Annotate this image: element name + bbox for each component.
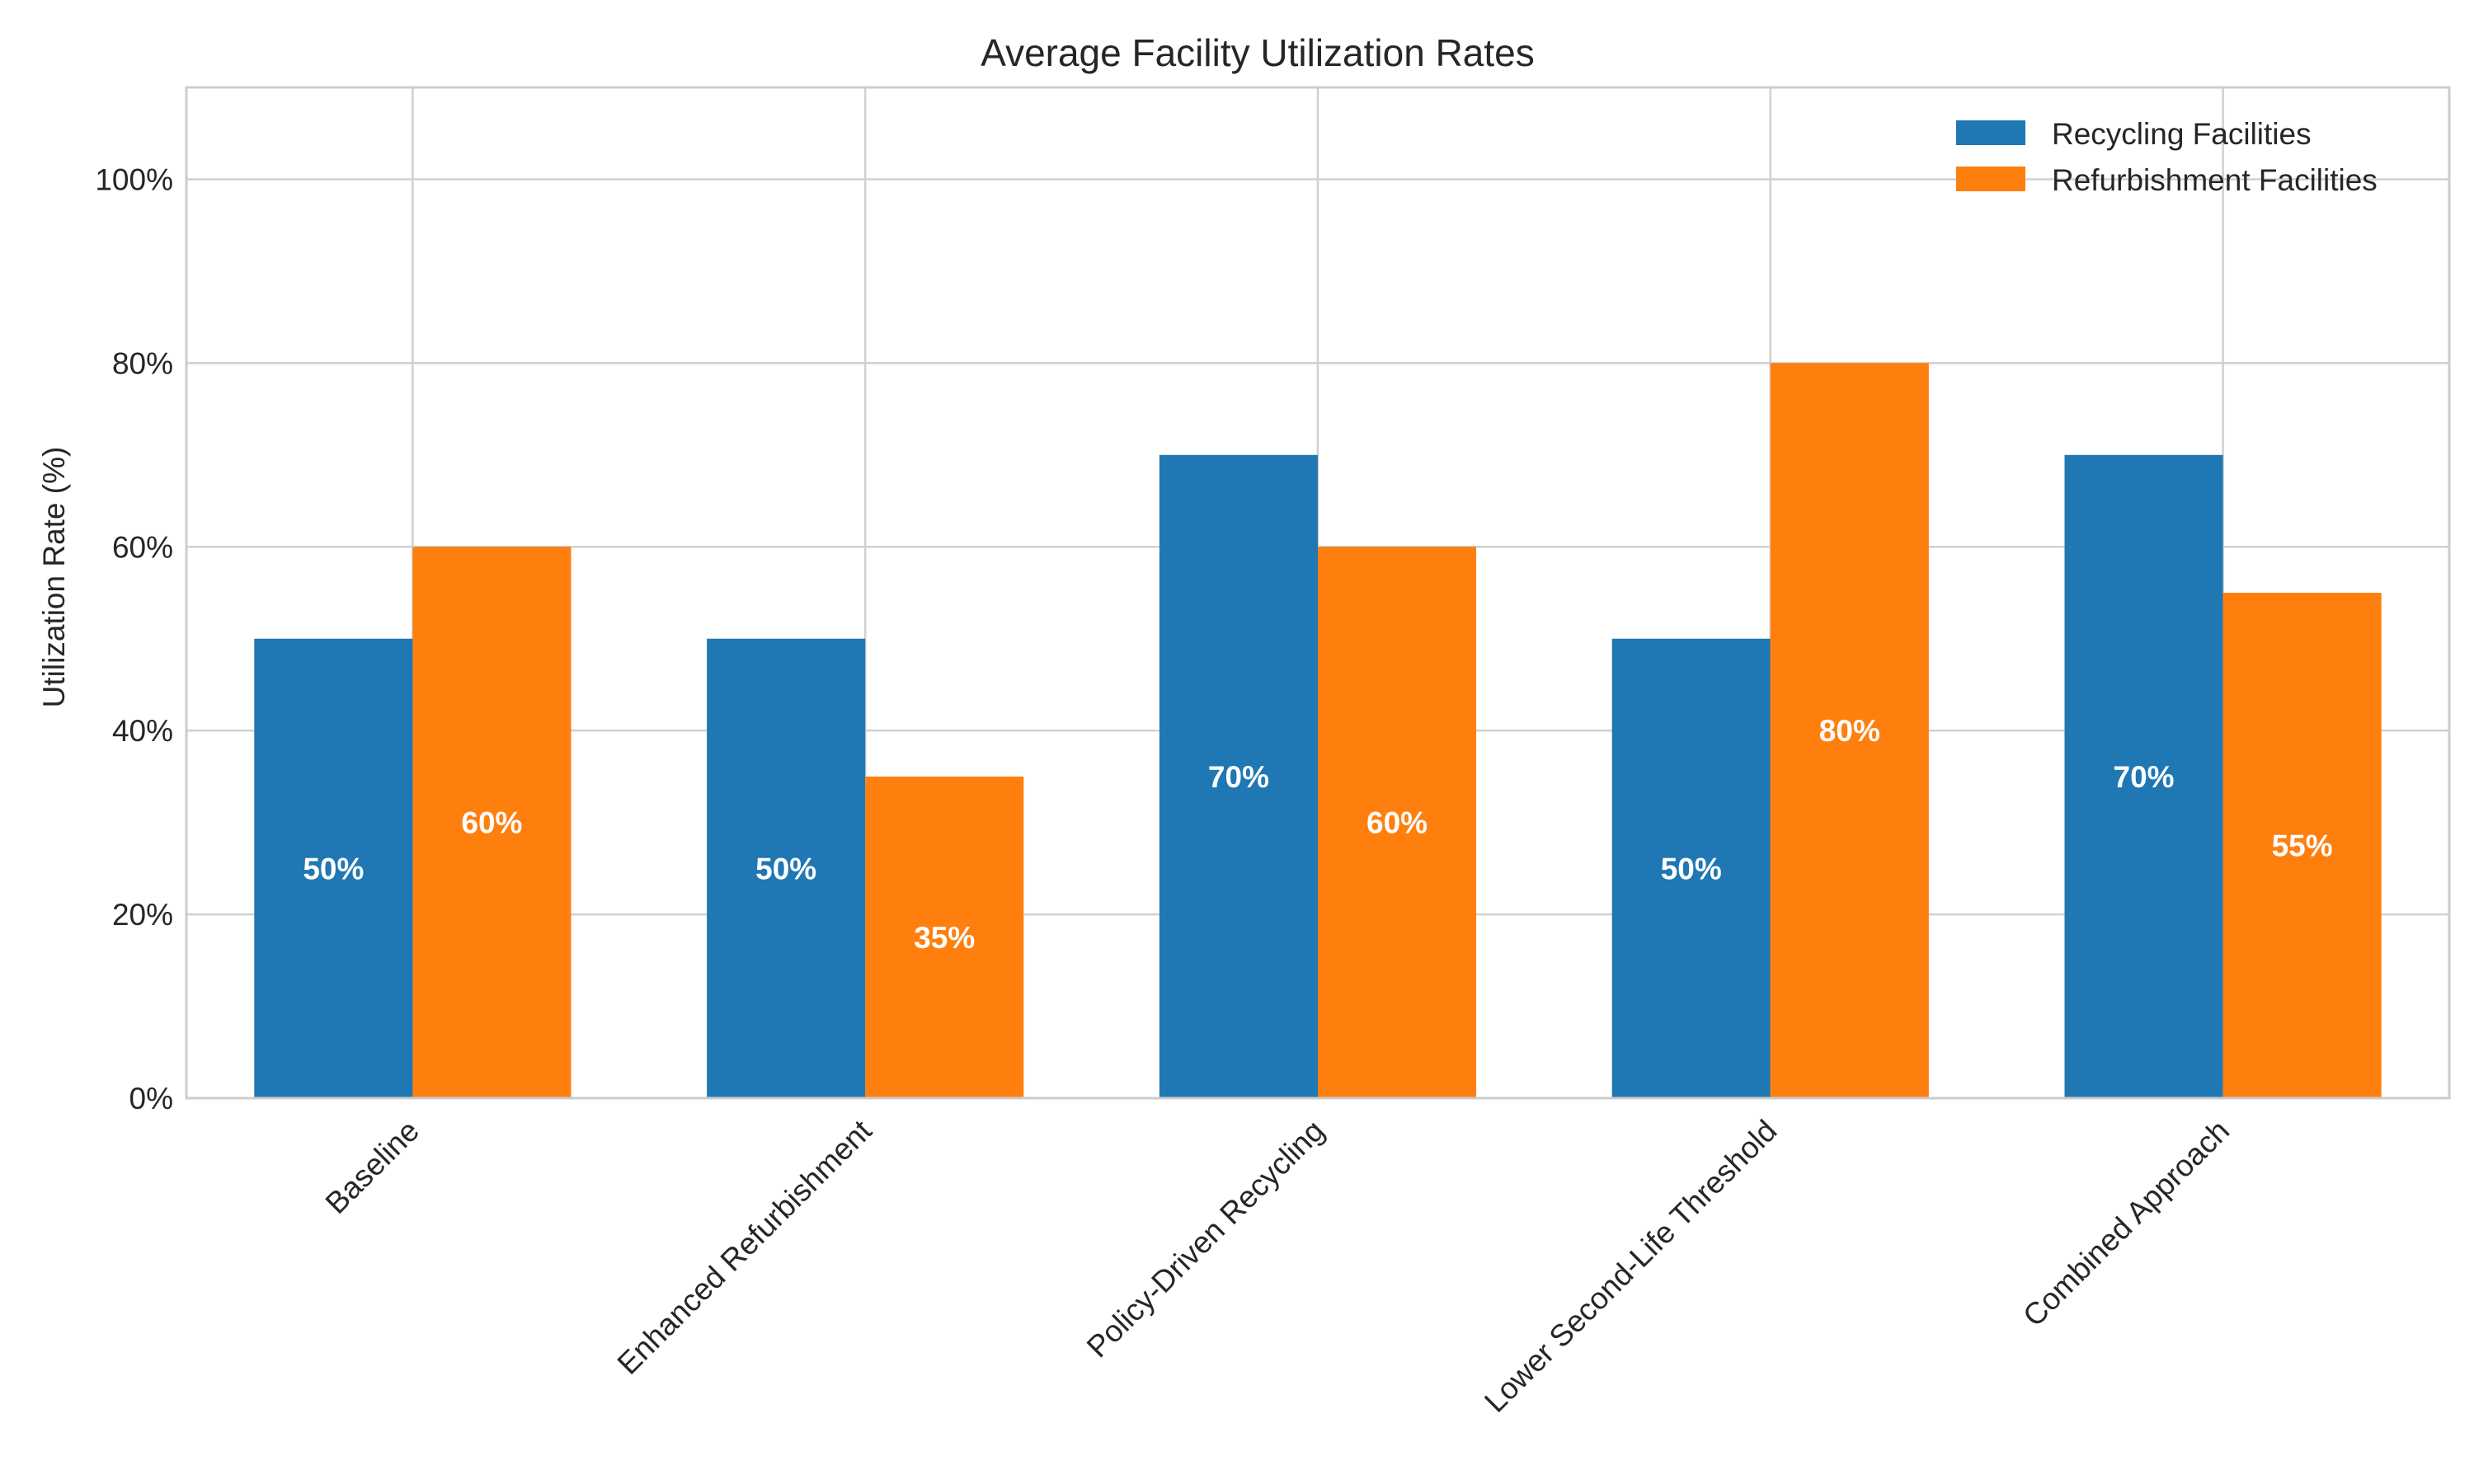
y-axis-ticks: 0% 20% 40% 60% 80% 100% — [95, 162, 173, 1115]
data-label: 55% — [2272, 829, 2333, 863]
data-label: 60% — [1366, 806, 1427, 840]
data-label: 70% — [1208, 760, 1269, 794]
bar-recycling — [1611, 638, 1771, 1098]
legend-label: Recycling Facilities — [2052, 117, 2312, 151]
y-tick-label: 60% — [112, 530, 173, 564]
bar-refurbishment — [2222, 593, 2382, 1098]
bar-recycling — [254, 638, 413, 1098]
bar-recycling — [707, 638, 866, 1098]
data-label: 60% — [461, 806, 522, 840]
data-label: 50% — [303, 852, 364, 885]
legend: Recycling Facilities Refurbishment Facili… — [1956, 117, 2378, 197]
y-tick-label: 80% — [112, 346, 173, 380]
bar-refurbishment — [412, 547, 571, 1098]
data-label: 35% — [914, 921, 975, 955]
data-labels: 50% 50% 70% 50% 70% 60% 35% 60% 80% 55% — [303, 714, 2332, 955]
plot-frame — [185, 86, 2451, 1100]
bar-refurbishment — [1770, 363, 1929, 1098]
bar-refurbishment — [865, 776, 1024, 1098]
chart-title: Average Facility Utilization Rates — [981, 31, 1535, 74]
data-label: 80% — [1819, 714, 1880, 748]
data-label: 50% — [755, 852, 816, 885]
y-tick-label: 20% — [112, 898, 173, 932]
bar-refurbishment — [1318, 547, 1477, 1098]
y-axis-label: Utilization Rate (%) — [37, 447, 71, 708]
y-tick-label: 100% — [95, 162, 173, 196]
bar-recycling — [2064, 454, 2223, 1098]
legend-swatch — [1956, 167, 2025, 191]
y-tick-label: 0% — [129, 1082, 173, 1115]
legend-swatch — [1956, 120, 2025, 145]
legend-label: Refurbishment Facilities — [2052, 163, 2378, 197]
y-tick-label: 40% — [112, 714, 173, 748]
data-label: 50% — [1661, 852, 1722, 885]
bar-recycling — [1159, 454, 1318, 1098]
bars — [254, 363, 2382, 1098]
data-label: 70% — [2114, 760, 2175, 794]
